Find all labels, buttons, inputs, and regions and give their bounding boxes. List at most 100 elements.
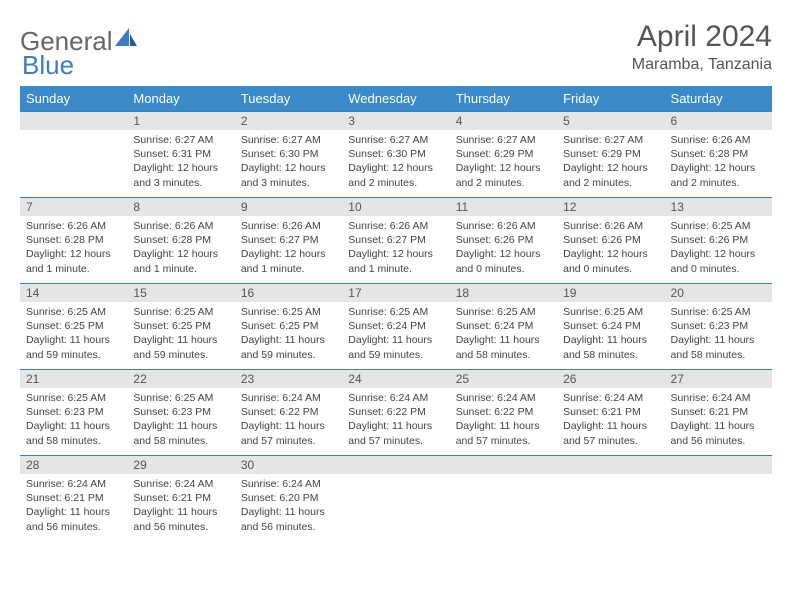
day-details: Sunrise: 6:27 AMSunset: 6:31 PMDaylight:… xyxy=(127,130,234,194)
day-number: 2 xyxy=(235,111,342,130)
day-number: 25 xyxy=(450,369,557,388)
day-number: 15 xyxy=(127,283,234,302)
day-details: Sunrise: 6:26 AMSunset: 6:28 PMDaylight:… xyxy=(20,216,127,280)
day-number: 19 xyxy=(557,283,664,302)
calendar-day-cell: 25Sunrise: 6:24 AMSunset: 6:22 PMDayligh… xyxy=(450,369,557,455)
day-details: Sunrise: 6:24 AMSunset: 6:21 PMDaylight:… xyxy=(665,388,772,452)
calendar-week-row: 14Sunrise: 6:25 AMSunset: 6:25 PMDayligh… xyxy=(20,283,772,369)
weekday-header: Tuesday xyxy=(235,86,342,111)
day-details xyxy=(450,474,557,481)
calendar-day-cell: 27Sunrise: 6:24 AMSunset: 6:21 PMDayligh… xyxy=(665,369,772,455)
day-details: Sunrise: 6:24 AMSunset: 6:22 PMDaylight:… xyxy=(450,388,557,452)
calendar-day-cell: 12Sunrise: 6:26 AMSunset: 6:26 PMDayligh… xyxy=(557,197,664,283)
calendar-week-row: 1Sunrise: 6:27 AMSunset: 6:31 PMDaylight… xyxy=(20,111,772,197)
calendar-week-row: 21Sunrise: 6:25 AMSunset: 6:23 PMDayligh… xyxy=(20,369,772,455)
calendar-day-cell: 30Sunrise: 6:24 AMSunset: 6:20 PMDayligh… xyxy=(235,455,342,541)
calendar-day-cell: 13Sunrise: 6:25 AMSunset: 6:26 PMDayligh… xyxy=(665,197,772,283)
logo-sail-icon xyxy=(115,28,137,46)
day-details: Sunrise: 6:24 AMSunset: 6:20 PMDaylight:… xyxy=(235,474,342,538)
day-details xyxy=(665,474,772,481)
day-number: 5 xyxy=(557,111,664,130)
day-details: Sunrise: 6:27 AMSunset: 6:30 PMDaylight:… xyxy=(235,130,342,194)
day-details: Sunrise: 6:26 AMSunset: 6:26 PMDaylight:… xyxy=(450,216,557,280)
day-number xyxy=(557,455,664,474)
month-title: April 2024 xyxy=(632,20,772,54)
day-number xyxy=(665,455,772,474)
weekday-header: Thursday xyxy=(450,86,557,111)
day-details: Sunrise: 6:26 AMSunset: 6:27 PMDaylight:… xyxy=(342,216,449,280)
day-details: Sunrise: 6:25 AMSunset: 6:24 PMDaylight:… xyxy=(450,302,557,366)
day-number: 12 xyxy=(557,197,664,216)
calendar-day-cell xyxy=(342,455,449,541)
calendar-day-cell: 18Sunrise: 6:25 AMSunset: 6:24 PMDayligh… xyxy=(450,283,557,369)
day-number: 20 xyxy=(665,283,772,302)
day-number: 28 xyxy=(20,455,127,474)
day-details: Sunrise: 6:25 AMSunset: 6:23 PMDaylight:… xyxy=(665,302,772,366)
day-number: 16 xyxy=(235,283,342,302)
calendar-day-cell: 14Sunrise: 6:25 AMSunset: 6:25 PMDayligh… xyxy=(20,283,127,369)
day-number: 11 xyxy=(450,197,557,216)
day-number: 29 xyxy=(127,455,234,474)
day-number: 10 xyxy=(342,197,449,216)
day-number xyxy=(450,455,557,474)
weekday-header: Saturday xyxy=(665,86,772,111)
calendar-day-cell: 26Sunrise: 6:24 AMSunset: 6:21 PMDayligh… xyxy=(557,369,664,455)
day-number: 26 xyxy=(557,369,664,388)
day-details: Sunrise: 6:25 AMSunset: 6:25 PMDaylight:… xyxy=(20,302,127,366)
day-details xyxy=(20,130,127,137)
day-number: 3 xyxy=(342,111,449,130)
day-details: Sunrise: 6:25 AMSunset: 6:25 PMDaylight:… xyxy=(235,302,342,366)
day-number: 23 xyxy=(235,369,342,388)
day-details: Sunrise: 6:25 AMSunset: 6:23 PMDaylight:… xyxy=(20,388,127,452)
day-number: 18 xyxy=(450,283,557,302)
day-details: Sunrise: 6:27 AMSunset: 6:29 PMDaylight:… xyxy=(450,130,557,194)
calendar-day-cell: 15Sunrise: 6:25 AMSunset: 6:25 PMDayligh… xyxy=(127,283,234,369)
day-details: Sunrise: 6:27 AMSunset: 6:29 PMDaylight:… xyxy=(557,130,664,194)
day-details: Sunrise: 6:26 AMSunset: 6:28 PMDaylight:… xyxy=(665,130,772,194)
calendar-day-cell: 4Sunrise: 6:27 AMSunset: 6:29 PMDaylight… xyxy=(450,111,557,197)
weekday-header-row: Sunday Monday Tuesday Wednesday Thursday… xyxy=(20,86,772,111)
day-details: Sunrise: 6:26 AMSunset: 6:28 PMDaylight:… xyxy=(127,216,234,280)
location: Maramba, Tanzania xyxy=(632,56,772,74)
calendar-day-cell: 24Sunrise: 6:24 AMSunset: 6:22 PMDayligh… xyxy=(342,369,449,455)
calendar-day-cell: 23Sunrise: 6:24 AMSunset: 6:22 PMDayligh… xyxy=(235,369,342,455)
day-details xyxy=(342,474,449,481)
day-number: 27 xyxy=(665,369,772,388)
weekday-header: Wednesday xyxy=(342,86,449,111)
calendar-day-cell: 5Sunrise: 6:27 AMSunset: 6:29 PMDaylight… xyxy=(557,111,664,197)
day-number xyxy=(342,455,449,474)
calendar-day-cell: 1Sunrise: 6:27 AMSunset: 6:31 PMDaylight… xyxy=(127,111,234,197)
calendar-day-cell: 6Sunrise: 6:26 AMSunset: 6:28 PMDaylight… xyxy=(665,111,772,197)
day-number: 8 xyxy=(127,197,234,216)
day-number: 4 xyxy=(450,111,557,130)
day-number: 24 xyxy=(342,369,449,388)
calendar-day-cell xyxy=(20,111,127,197)
day-number: 7 xyxy=(20,197,127,216)
day-number: 21 xyxy=(20,369,127,388)
day-number: 22 xyxy=(127,369,234,388)
calendar-body: 1Sunrise: 6:27 AMSunset: 6:31 PMDaylight… xyxy=(20,111,772,541)
calendar-day-cell: 20Sunrise: 6:25 AMSunset: 6:23 PMDayligh… xyxy=(665,283,772,369)
title-block: April 2024 Maramba, Tanzania xyxy=(632,20,772,74)
weekday-header: Monday xyxy=(127,86,234,111)
calendar-day-cell xyxy=(557,455,664,541)
day-number: 17 xyxy=(342,283,449,302)
calendar-week-row: 7Sunrise: 6:26 AMSunset: 6:28 PMDaylight… xyxy=(20,197,772,283)
day-number: 30 xyxy=(235,455,342,474)
calendar-week-row: 28Sunrise: 6:24 AMSunset: 6:21 PMDayligh… xyxy=(20,455,772,541)
day-number: 13 xyxy=(665,197,772,216)
day-number: 6 xyxy=(665,111,772,130)
day-details: Sunrise: 6:26 AMSunset: 6:27 PMDaylight:… xyxy=(235,216,342,280)
weekday-header: Friday xyxy=(557,86,664,111)
calendar-day-cell: 7Sunrise: 6:26 AMSunset: 6:28 PMDaylight… xyxy=(20,197,127,283)
day-details: Sunrise: 6:24 AMSunset: 6:22 PMDaylight:… xyxy=(342,388,449,452)
calendar-day-cell: 17Sunrise: 6:25 AMSunset: 6:24 PMDayligh… xyxy=(342,283,449,369)
day-details: Sunrise: 6:26 AMSunset: 6:26 PMDaylight:… xyxy=(557,216,664,280)
day-details: Sunrise: 6:25 AMSunset: 6:25 PMDaylight:… xyxy=(127,302,234,366)
calendar-day-cell: 22Sunrise: 6:25 AMSunset: 6:23 PMDayligh… xyxy=(127,369,234,455)
calendar-day-cell: 2Sunrise: 6:27 AMSunset: 6:30 PMDaylight… xyxy=(235,111,342,197)
day-details: Sunrise: 6:27 AMSunset: 6:30 PMDaylight:… xyxy=(342,130,449,194)
day-details: Sunrise: 6:24 AMSunset: 6:21 PMDaylight:… xyxy=(127,474,234,538)
day-details: Sunrise: 6:24 AMSunset: 6:21 PMDaylight:… xyxy=(20,474,127,538)
calendar-day-cell: 3Sunrise: 6:27 AMSunset: 6:30 PMDaylight… xyxy=(342,111,449,197)
